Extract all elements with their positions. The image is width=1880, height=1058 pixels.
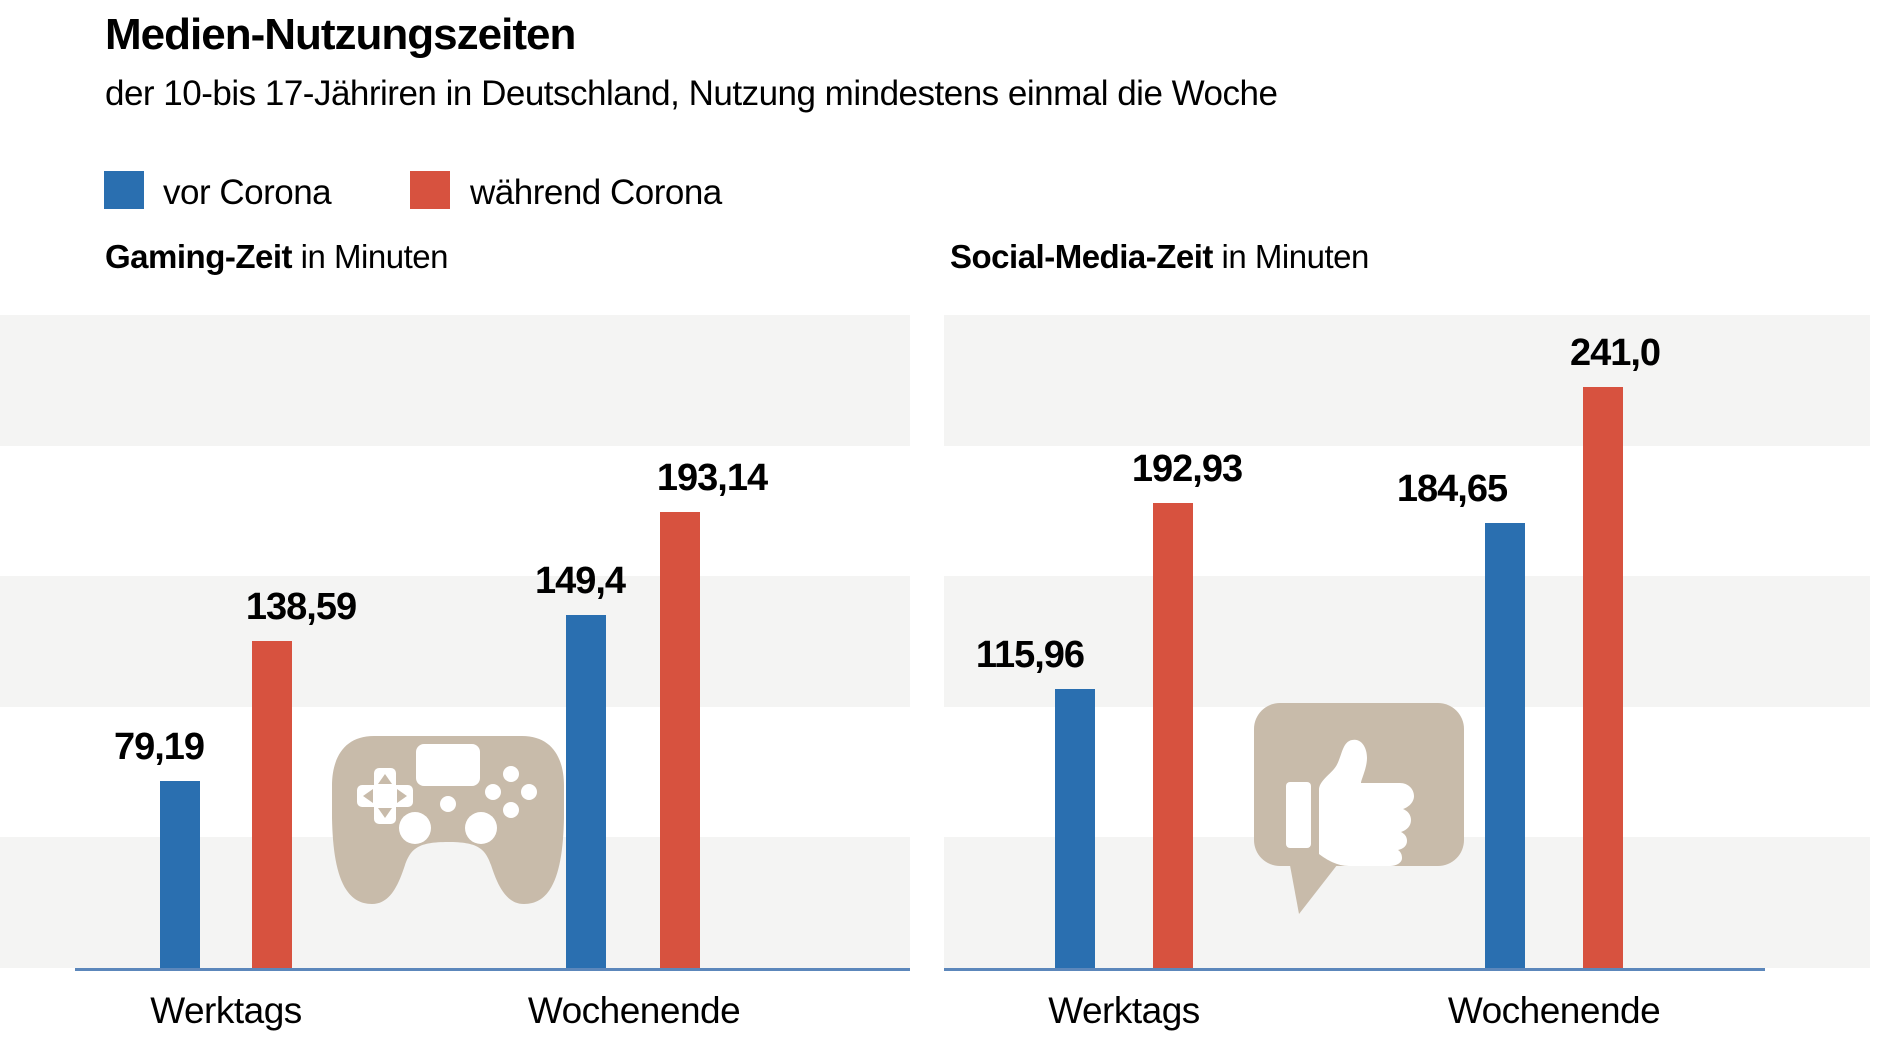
value-label-social-Wochenende-vor-corona: 184,65 [1396, 468, 1508, 510]
bar-social-Werktags-vor-corona [1055, 689, 1095, 968]
stripe-band-social-1 [944, 445, 1870, 577]
section-title-social: Social-Media-Zeit in Minuten [950, 238, 1369, 276]
value-label-social-Wochenende-waehrend-corona: 241,0 [1569, 332, 1661, 374]
bar-gaming-Werktags-waehrend-corona [252, 641, 292, 968]
stripe-band-social-0 [944, 315, 1870, 447]
x-axis-line-social [944, 968, 1765, 971]
bar-social-Werktags-waehrend-corona [1153, 503, 1193, 968]
bar-social-Wochenende-vor-corona [1485, 523, 1525, 968]
stripe-band-gaming-2 [0, 576, 910, 708]
page-subtitle: der 10-bis 17-Jähriren in Deutschland, N… [105, 74, 1278, 113]
stripe-band-gaming-0 [0, 315, 910, 447]
thumbs-up-bubble-icon [1254, 703, 1464, 914]
legend-swatch-vor-corona [104, 171, 144, 209]
gamepad-icon [332, 736, 564, 904]
section-title-gaming: Gaming-Zeit in Minuten [105, 238, 448, 276]
page-title: Medien-Nutzungszeiten [105, 10, 576, 59]
stripe-band-social-2 [944, 576, 1870, 708]
bar-social-Wochenende-waehrend-corona [1583, 387, 1623, 968]
category-label-gaming-Werktags: Werktags [150, 990, 302, 1031]
category-label-social-Werktags: Werktags [1048, 990, 1200, 1031]
stripe-band-gaming-1 [0, 445, 910, 577]
section-title-social-bold: Social-Media-Zeit [950, 238, 1213, 275]
value-label-social-Werktags-waehrend-corona: 192,93 [1131, 448, 1243, 490]
value-label-gaming-Werktags-vor-corona: 79,19 [113, 726, 205, 768]
section-title-gaming-rest: in Minuten [292, 238, 449, 275]
x-axis-line-gaming [75, 968, 910, 971]
value-label-gaming-Wochenende-vor-corona: 149,4 [534, 560, 626, 602]
section-title-gaming-bold: Gaming-Zeit [105, 238, 293, 275]
bar-gaming-Werktags-vor-corona [160, 781, 200, 968]
bar-gaming-Wochenende-waehrend-corona [660, 512, 700, 968]
value-label-gaming-Wochenende-waehrend-corona: 193,14 [656, 457, 768, 499]
bar-gaming-Wochenende-vor-corona [566, 615, 606, 968]
category-label-social-Wochenende: Wochenende [1447, 990, 1661, 1031]
stripe-band-gaming-4 [0, 837, 910, 969]
legend-label-waehrend-corona: während Corona [470, 173, 722, 212]
value-label-social-Werktags-vor-corona: 115,96 [975, 634, 1085, 676]
legend-swatch-waehrend-corona [410, 171, 450, 209]
category-label-gaming-Wochenende: Wochenende [527, 990, 741, 1031]
value-label-gaming-Werktags-waehrend-corona: 138,59 [245, 586, 357, 628]
legend-label-vor-corona: vor Corona [163, 173, 332, 212]
section-title-social-rest: in Minuten [1212, 238, 1370, 275]
